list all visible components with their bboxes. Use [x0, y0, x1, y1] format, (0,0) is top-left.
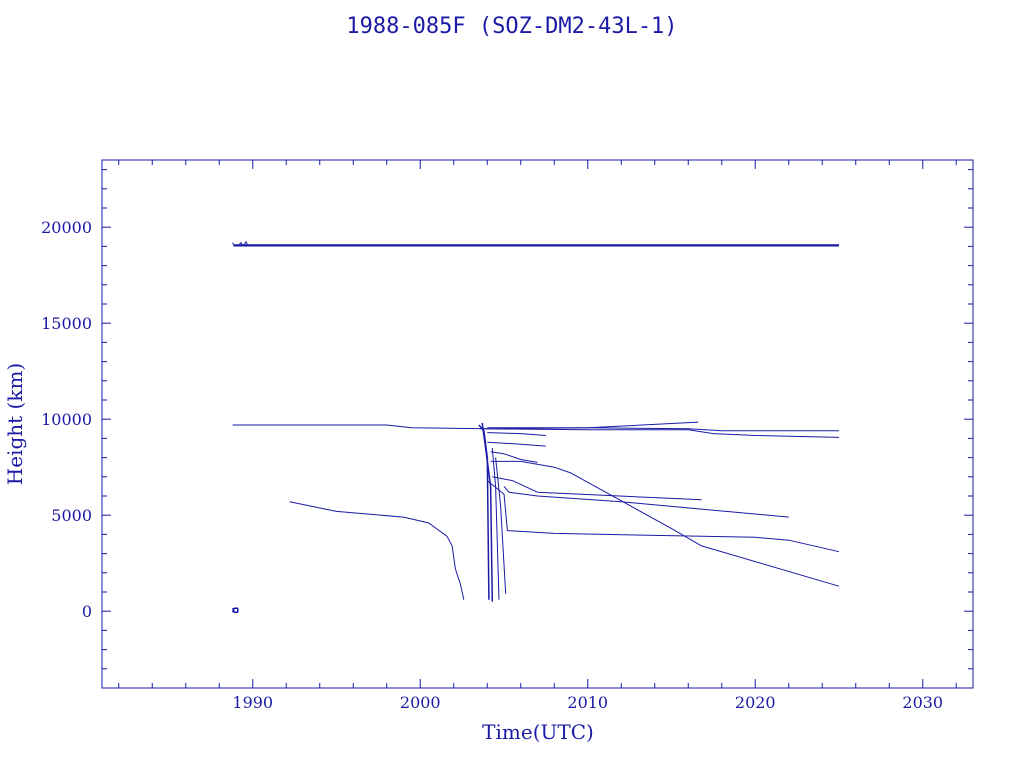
series-line-10	[487, 441, 546, 447]
x-tick-label: 2000	[400, 693, 441, 712]
x-tick-label: 2010	[567, 693, 608, 712]
y-tick-label: 10000	[41, 410, 92, 429]
y-tick-label: 15000	[41, 314, 92, 333]
series-line-13	[492, 476, 702, 501]
y-tick-label: 5000	[51, 506, 92, 525]
series-line-8	[487, 427, 839, 432]
series-line-18	[481, 422, 494, 602]
series-line-12	[490, 460, 840, 587]
y-axis-title: Height (km)	[3, 363, 27, 485]
x-tick-label: 2030	[902, 693, 943, 712]
x-axis-title: Time(UTC)	[482, 720, 594, 744]
plot-frame	[101, 159, 974, 689]
x-tick-label: 2020	[735, 693, 776, 712]
series-line-3	[239, 242, 244, 246]
ticks: 1990 2000 2010 2020 2030 0 5000 10000 15000 20000	[41, 160, 973, 712]
series-line-4	[243, 241, 249, 246]
series-line-19	[491, 447, 500, 600]
series-line-6	[232, 421, 699, 430]
series-line-20	[495, 457, 507, 594]
series-layer	[231, 241, 840, 613]
series-line-7	[480, 428, 840, 438]
series-line-2	[232, 242, 235, 247]
series-line-16	[289, 501, 465, 600]
series-line-17	[478, 424, 490, 600]
series-line-15	[486, 480, 840, 553]
y-tick-label: 20000	[41, 218, 92, 237]
series-line-11	[490, 451, 538, 463]
series-line-9	[487, 432, 546, 436]
chart-title: 1988-085F (SOZ-DM2-43L-1)	[346, 14, 678, 39]
series-line-14	[503, 486, 789, 518]
y-tick-label: 0	[82, 602, 92, 621]
x-tick-label: 1990	[232, 693, 273, 712]
series-line-5	[231, 607, 239, 613]
